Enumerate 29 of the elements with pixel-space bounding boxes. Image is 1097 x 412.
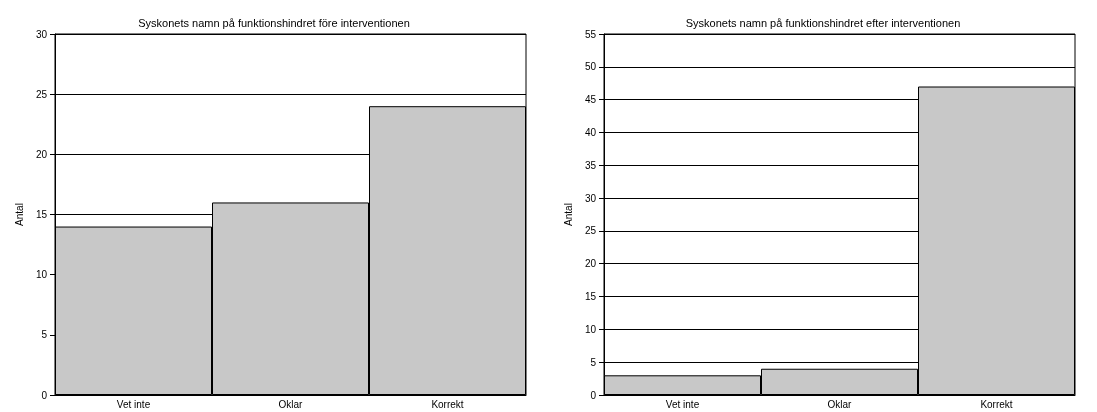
y-tick-label: 5 <box>590 356 597 368</box>
y-tick-label: 25 <box>35 88 48 100</box>
y-tick-label: 25 <box>584 225 597 237</box>
y-tick-label: 10 <box>584 323 597 335</box>
chart-title: Syskonets namn på funktionshindret efter interventionen <box>685 16 961 29</box>
y-tick-label: 30 <box>35 28 48 40</box>
y-tick-label: 15 <box>35 209 48 220</box>
x-tick-label: Oklar <box>827 398 853 410</box>
y-axis-title: Antal <box>563 203 575 226</box>
x-tick-label: Korrekt <box>980 398 1013 410</box>
y-tick-label: 30 <box>584 192 597 204</box>
y-tick-label: 15 <box>584 291 597 303</box>
x-tick-label: Oklar <box>278 398 304 410</box>
x-tick-label: Vet inte <box>665 398 700 410</box>
y-tick-label: 50 <box>584 61 597 73</box>
y-tick-label: 45 <box>584 94 597 106</box>
y-tick-label: 20 <box>35 148 48 160</box>
y-tick-label: 20 <box>584 258 597 270</box>
chart-title: Syskonets namn på funktionshindret före interventionen <box>138 16 410 29</box>
y-tick-label: 0 <box>590 389 597 401</box>
y-tick-label: 55 <box>584 28 597 40</box>
y-tick-label: 0 <box>41 389 48 401</box>
y-tick-label: 5 <box>41 329 48 341</box>
y-tick-label: 10 <box>35 269 48 281</box>
y-tick-label: 35 <box>584 159 597 171</box>
y-tick-label: 40 <box>584 126 597 138</box>
y-axis-title: Antal <box>14 203 26 226</box>
x-tick-label: Vet inte <box>116 398 151 410</box>
x-tick-label: Korrekt <box>431 398 464 410</box>
